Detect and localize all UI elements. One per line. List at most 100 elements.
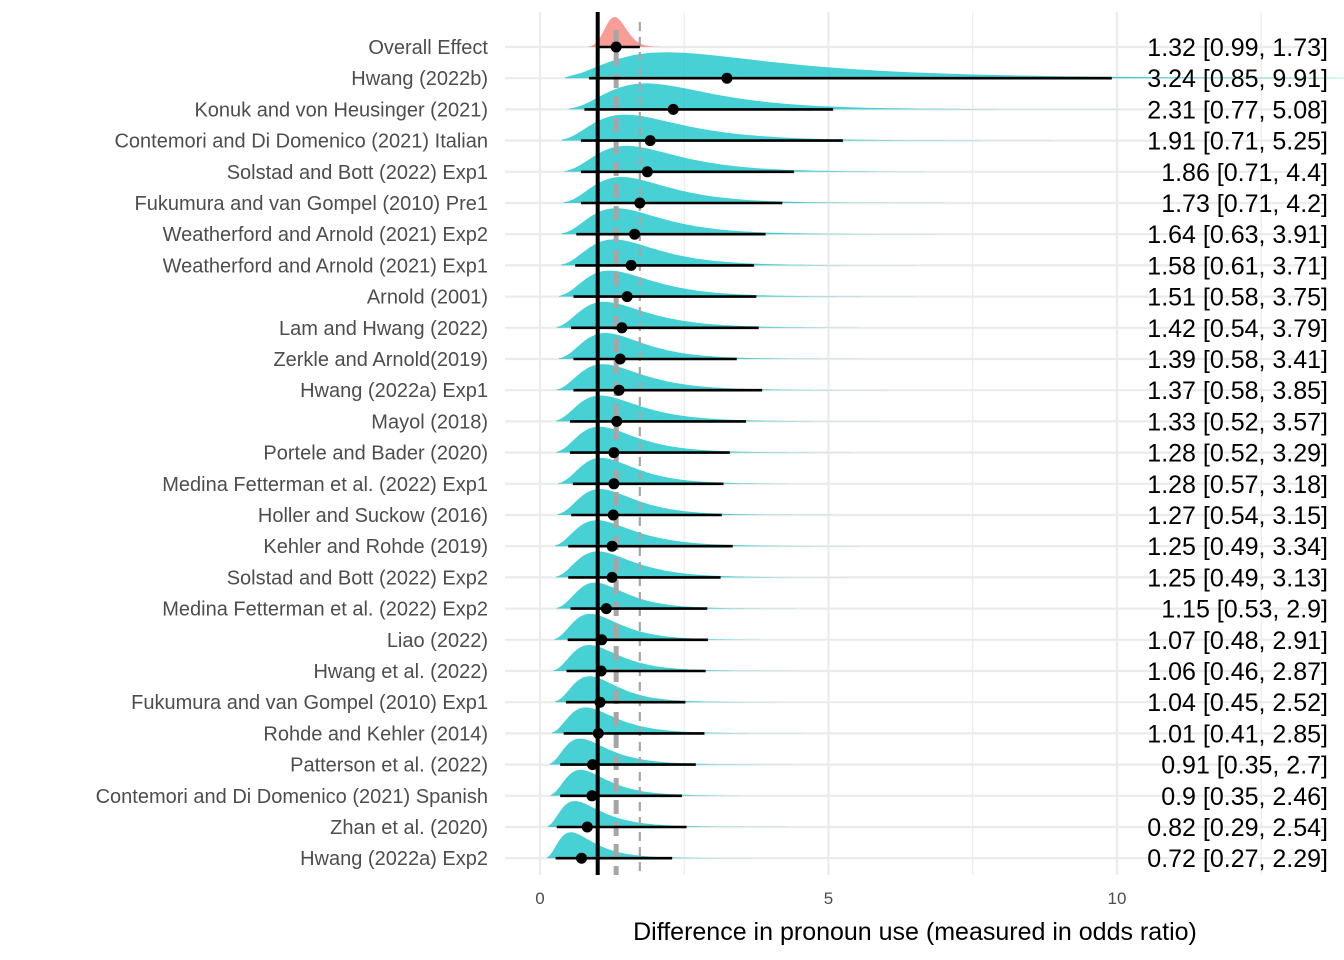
estimate-point bbox=[608, 447, 620, 459]
estimate-point bbox=[576, 852, 588, 864]
study-density bbox=[563, 177, 966, 203]
study-label: Konuk and von Heusinger (2021) bbox=[194, 99, 488, 121]
study-density bbox=[552, 707, 824, 734]
study-density bbox=[561, 114, 1105, 141]
estimate-point bbox=[616, 322, 628, 334]
study-density bbox=[555, 395, 910, 422]
estimate-point bbox=[587, 759, 599, 771]
study-density bbox=[556, 426, 873, 453]
study-label: Liao (2022) bbox=[387, 630, 488, 652]
estimate-text: 1.28 [0.57, 3.18] bbox=[1147, 471, 1328, 499]
x-tick-label: 0 bbox=[535, 889, 544, 908]
study-density bbox=[556, 582, 806, 609]
study-label: Overall Effect bbox=[368, 37, 488, 59]
estimate-text: 1.25 [0.49, 3.34] bbox=[1147, 533, 1328, 561]
estimate-text: 1.07 [0.48, 2.91] bbox=[1147, 627, 1328, 655]
estimate-text: 0.82 [0.29, 2.54] bbox=[1147, 814, 1328, 842]
study-label: Fukumura and van Gompel (2010) Exp1 bbox=[131, 692, 488, 714]
estimate-point bbox=[614, 353, 626, 365]
estimate-point bbox=[600, 603, 612, 615]
study-label: Mayol (2018) bbox=[371, 411, 488, 433]
estimate-point bbox=[608, 478, 620, 490]
estimate-point bbox=[721, 72, 733, 84]
study-label: Hwang (2022a) Exp1 bbox=[300, 380, 488, 402]
study-label: Weatherford and Arnold (2021) Exp1 bbox=[163, 255, 488, 277]
study-label: Arnold (2001) bbox=[367, 287, 488, 309]
estimate-point bbox=[594, 696, 606, 708]
study-density bbox=[559, 270, 940, 297]
estimate-text: 2.31 [0.77, 5.08] bbox=[1147, 96, 1328, 124]
estimate-point bbox=[644, 135, 656, 147]
study-label: Hwang (2022a) Exp2 bbox=[300, 848, 488, 870]
estimate-point bbox=[634, 197, 646, 209]
study-label: Patterson et al. (2022) bbox=[290, 755, 488, 777]
study-density bbox=[553, 645, 813, 671]
study-label: Fukumura and van Gompel (2010) Pre1 bbox=[134, 193, 488, 215]
x-axis-title: Difference in pronoun use (measured in o… bbox=[633, 918, 1197, 946]
study-label: Kehler and Rohde (2019) bbox=[263, 536, 488, 558]
estimate-point bbox=[641, 166, 653, 178]
study-labels: Overall Effect Hwang (2022b) Konuk and von… bbox=[96, 37, 489, 870]
estimate-text: 0.72 [0.27, 2.29] bbox=[1147, 845, 1328, 873]
estimate-point bbox=[607, 509, 619, 521]
study-density bbox=[556, 364, 911, 391]
study-density bbox=[550, 769, 796, 796]
study-density bbox=[557, 489, 850, 515]
estimate-point bbox=[613, 384, 625, 396]
study-density bbox=[558, 333, 881, 359]
estimate-point bbox=[596, 634, 608, 646]
x-tick-label: 5 bbox=[824, 889, 833, 908]
estimate-point bbox=[581, 821, 593, 833]
estimate-text: 0.9 [0.35, 2.46] bbox=[1161, 783, 1328, 811]
study-label: Medina Fetterman et al. (2022) Exp1 bbox=[162, 474, 488, 496]
x-tick-label: 10 bbox=[1108, 889, 1127, 908]
study-density bbox=[555, 520, 886, 547]
estimate-text: 1.32 [0.99, 1.73] bbox=[1147, 34, 1328, 62]
estimate-point bbox=[606, 571, 618, 583]
study-density bbox=[547, 832, 778, 859]
estimate-labels: 1.32 [0.99, 1.73] 3.24 [0.85, 9.91] 2.31 [… bbox=[1147, 34, 1328, 873]
study-density bbox=[561, 208, 960, 235]
estimate-text: 1.51 [0.58, 3.75] bbox=[1147, 284, 1328, 312]
study-density bbox=[560, 239, 938, 266]
ci-layer bbox=[555, 41, 1112, 864]
estimate-text: 1.86 [0.71, 4.4] bbox=[1161, 159, 1328, 187]
estimate-text: 1.64 [0.63, 3.91] bbox=[1147, 221, 1328, 249]
estimate-text: 1.28 [0.52, 3.29] bbox=[1147, 440, 1328, 468]
study-label: Zhan et al. (2020) bbox=[330, 817, 488, 839]
study-density bbox=[558, 457, 841, 484]
estimate-point bbox=[611, 415, 623, 427]
overall-density bbox=[588, 17, 661, 47]
estimate-text: 1.39 [0.58, 3.41] bbox=[1147, 346, 1328, 374]
estimate-point bbox=[595, 665, 607, 677]
study-label: Contemori and Di Domenico (2021) Spanish bbox=[96, 786, 488, 808]
estimate-point bbox=[592, 727, 604, 739]
study-density bbox=[554, 613, 809, 640]
estimate-text: 1.27 [0.54, 3.15] bbox=[1147, 502, 1328, 530]
estimate-text: 1.42 [0.54, 3.79] bbox=[1147, 315, 1328, 343]
study-label: Zerkle and Arnold(2019) bbox=[273, 349, 488, 371]
study-label: Rohde and Kehler (2014) bbox=[263, 723, 488, 745]
estimate-point bbox=[606, 540, 618, 552]
study-density bbox=[565, 52, 1344, 79]
estimate-point bbox=[625, 259, 637, 271]
study-label: Solstad and Bott (2022) Exp1 bbox=[227, 162, 488, 184]
estimate-text: 0.91 [0.35, 2.7] bbox=[1161, 752, 1328, 780]
estimate-point bbox=[610, 41, 622, 53]
study-label: Holler and Suckow (2016) bbox=[258, 505, 488, 527]
study-label: Solstad and Bott (2022) Exp2 bbox=[227, 567, 488, 589]
estimate-text: 1.91 [0.71, 5.25] bbox=[1147, 128, 1328, 156]
study-label: Lam and Hwang (2022) bbox=[279, 318, 488, 340]
estimate-point bbox=[667, 103, 679, 115]
study-density bbox=[555, 551, 868, 578]
estimate-text: 3.24 [0.85, 9.91] bbox=[1147, 65, 1328, 93]
study-density bbox=[568, 83, 1162, 110]
study-density bbox=[556, 301, 942, 328]
study-density bbox=[548, 801, 819, 827]
study-label: Hwang et al. (2022) bbox=[313, 661, 488, 683]
estimate-text: 1.58 [0.61, 3.71] bbox=[1147, 252, 1328, 280]
estimate-point bbox=[621, 291, 633, 303]
study-label: Hwang (2022b) bbox=[351, 68, 488, 90]
study-label: Weatherford and Arnold (2021) Exp2 bbox=[163, 224, 488, 246]
